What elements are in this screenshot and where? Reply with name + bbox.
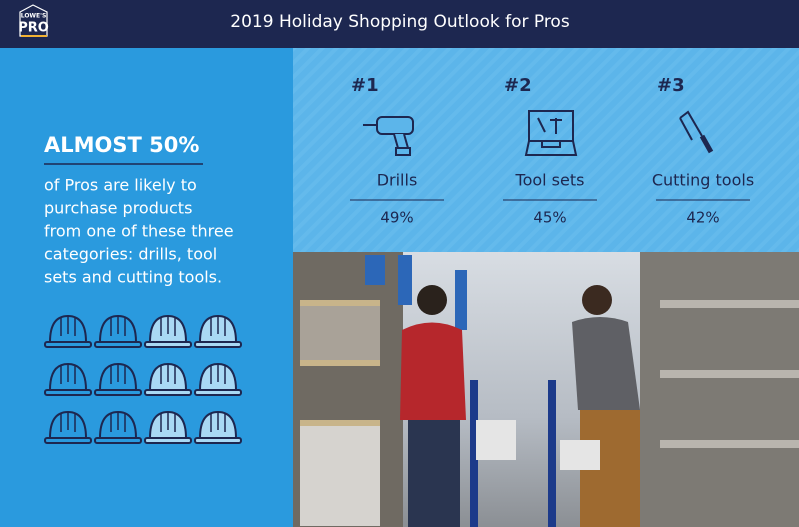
hat-brim: [94, 437, 142, 444]
hard-hat: [144, 362, 192, 396]
hat-brim: [94, 341, 142, 348]
hat-ridges: [110, 316, 126, 336]
hard-hats: [44, 314, 242, 444]
category-value: 49%: [380, 209, 413, 227]
headline: ALMOST 50%: [44, 133, 199, 157]
hat-ridges: [110, 364, 126, 384]
page-title: 2019 Holiday Shopping Outlook for Pros: [230, 12, 570, 32]
logo-underline: [21, 35, 47, 37]
hat-brim: [44, 389, 92, 396]
hat-brim: [144, 341, 192, 348]
body-line: of Pros are likely to: [44, 176, 197, 195]
hat-ridges: [160, 364, 176, 384]
hard-hat: [144, 410, 192, 444]
hard-hat: [44, 314, 92, 348]
toolset-icon: [524, 110, 578, 156]
rank: #1: [351, 75, 379, 96]
hat-ridges: [160, 316, 176, 336]
stats: #1 Drills 49% #2 Tool sets 45% #3 Cutting tools…: [350, 75, 754, 227]
logo-top: LOWE'S: [21, 13, 47, 20]
hat-ridges: [110, 412, 126, 432]
hat-brim: [144, 437, 192, 444]
hard-hat: [94, 314, 142, 348]
hat-brim: [44, 341, 92, 348]
hat-brim: [44, 437, 92, 444]
hard-hat: [194, 410, 242, 444]
hard-hat: [44, 410, 92, 444]
category-label: Drills: [377, 171, 418, 190]
hat-ridges: [60, 412, 76, 432]
category-value: 42%: [686, 209, 719, 227]
body-line: categories: drills, tool: [44, 245, 217, 264]
hat-ridges: [160, 412, 176, 432]
body-line: from one of these three: [44, 222, 234, 241]
header-bar: [0, 0, 799, 48]
hard-hat: [94, 410, 142, 444]
logo-bottom: PRO: [18, 21, 49, 36]
hat-brim: [194, 341, 242, 348]
rank: #3: [657, 75, 685, 96]
hard-hat: [44, 362, 92, 396]
category-label: Cutting tools: [652, 171, 754, 190]
hard-hat: [144, 314, 192, 348]
category-value: 45%: [533, 209, 566, 227]
stats-panel: [293, 48, 799, 252]
category-label: Tool sets: [515, 171, 585, 190]
hard-hat: [194, 362, 242, 396]
body-line: sets and cutting tools.: [44, 268, 222, 287]
hat-brim: [144, 389, 192, 396]
left-panel: [0, 48, 293, 527]
logo: LOWE'S PRO: [18, 4, 49, 37]
hat-ridges: [210, 316, 226, 336]
hat-ridges: [210, 412, 226, 432]
hat-ridges: [210, 364, 226, 384]
hat-brim: [94, 389, 142, 396]
hat-brim: [194, 437, 242, 444]
logo-house: [19, 4, 48, 37]
hat-ridges: [60, 316, 76, 336]
body-text: of Pros are likely to purchase products fr…: [44, 176, 234, 287]
drill-icon: [363, 116, 414, 156]
hard-hat: [194, 314, 242, 348]
hat-ridges: [60, 364, 76, 384]
saw-icon: [679, 110, 714, 154]
hat-brim: [194, 389, 242, 396]
hard-hat: [94, 362, 142, 396]
store-photo: [293, 252, 799, 527]
body-line: purchase products: [44, 199, 192, 218]
rank: #2: [504, 75, 532, 96]
